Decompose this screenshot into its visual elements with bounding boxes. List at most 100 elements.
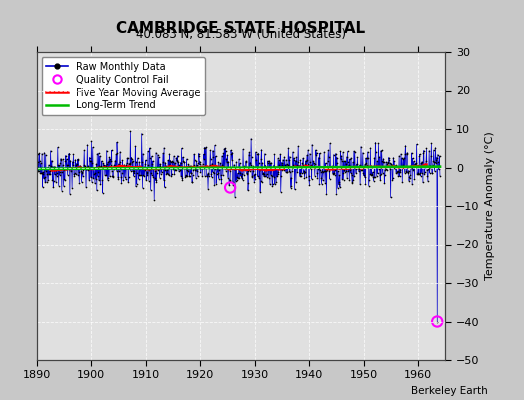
Point (124, 174, 133, 181)
Point (231, 165, 239, 172)
Point (71, 170, 79, 177)
Point (222, 168, 230, 174)
Point (308, 164, 316, 170)
Point (54, 162, 62, 168)
Point (428, 170, 436, 176)
Point (124, 155, 132, 162)
Point (64, 162, 72, 168)
Point (368, 171, 376, 177)
Point (277, 159, 286, 166)
Point (312, 150, 321, 156)
Point (149, 166, 158, 172)
Point (339, 149, 347, 156)
Point (398, 155, 406, 161)
Point (195, 161, 204, 168)
Point (159, 159, 167, 165)
Point (277, 189, 285, 195)
Point (61, 177, 69, 183)
Point (148, 172, 156, 178)
Point (268, 182, 276, 189)
Point (421, 162, 430, 168)
Point (288, 168, 296, 175)
Point (299, 155, 308, 161)
Point (145, 177, 153, 184)
Point (174, 158, 183, 165)
Point (67, 164, 75, 171)
Point (434, 158, 442, 165)
Point (65, 150, 73, 157)
Point (209, 148, 217, 154)
Point (265, 174, 273, 181)
Point (336, 148, 345, 154)
Point (287, 184, 295, 191)
Point (47, 166, 55, 172)
Point (78, 169, 86, 175)
Point (168, 170, 176, 177)
Point (175, 162, 183, 168)
Point (302, 158, 310, 164)
Point (261, 162, 270, 169)
Point (430, 147, 438, 153)
Point (59, 183, 68, 189)
Point (169, 164, 178, 170)
Point (141, 157, 150, 163)
Point (93, 173, 102, 179)
Point (176, 164, 184, 171)
Point (130, 170, 139, 176)
Point (277, 173, 286, 179)
Point (375, 166, 383, 172)
Point (262, 167, 270, 174)
Point (327, 165, 335, 172)
Point (253, 164, 261, 171)
Point (183, 173, 192, 180)
Point (296, 173, 304, 180)
Point (339, 170, 347, 176)
Point (75, 180, 83, 186)
Point (381, 166, 390, 172)
Point (263, 174, 271, 180)
Point (391, 164, 399, 171)
Point (275, 157, 283, 163)
Point (364, 149, 372, 155)
Point (397, 163, 406, 169)
Point (418, 170, 426, 176)
Point (399, 164, 408, 170)
Point (411, 161, 419, 167)
Point (116, 166, 125, 172)
Point (276, 166, 284, 172)
Point (392, 169, 401, 176)
Point (355, 168, 363, 175)
Point (294, 163, 303, 170)
Point (201, 144, 210, 151)
Point (162, 162, 170, 169)
Point (52, 179, 60, 185)
Point (304, 147, 312, 153)
Point (62, 152, 70, 159)
Point (206, 147, 214, 154)
Point (150, 175, 159, 182)
Point (300, 174, 309, 181)
Point (52, 166, 61, 172)
Point (401, 142, 410, 149)
Point (122, 176, 130, 183)
Point (332, 190, 341, 197)
Point (309, 158, 318, 164)
Point (241, 167, 249, 174)
Point (325, 176, 334, 182)
Point (43, 164, 52, 171)
Point (309, 164, 317, 170)
Point (401, 151, 409, 158)
Point (97, 158, 106, 164)
Point (96, 181, 105, 187)
Point (392, 170, 400, 176)
Point (126, 128, 135, 134)
Point (324, 158, 332, 164)
Point (121, 174, 129, 180)
Point (346, 166, 354, 173)
Point (368, 169, 377, 175)
Point (196, 158, 204, 165)
Point (255, 175, 264, 181)
Point (418, 158, 426, 165)
Point (252, 165, 260, 172)
Point (144, 148, 152, 155)
